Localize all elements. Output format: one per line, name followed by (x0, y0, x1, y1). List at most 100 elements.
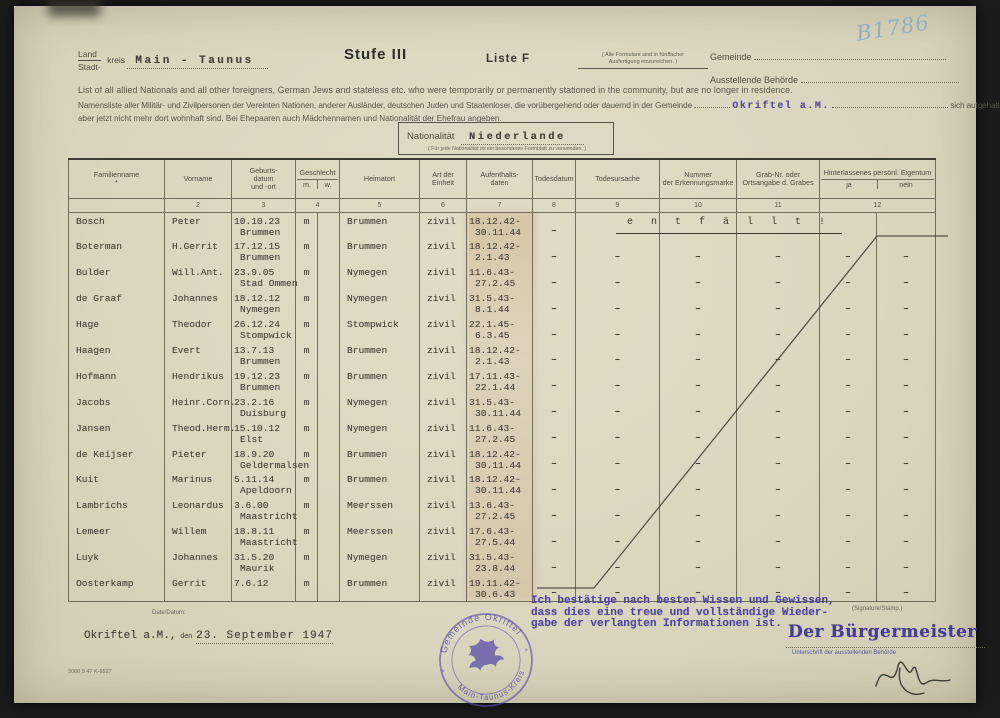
heimatort-cell: Brummen (340, 446, 420, 472)
eigentum-ja-cell: – (820, 523, 877, 550)
place-and-date: Okriftel a.M., den 23. September 1947 (84, 630, 333, 644)
einheit-cell: zivil (420, 368, 467, 395)
entfaellt-note: e n t f ä l l t ! (616, 217, 842, 234)
table-row: Hage Theodor 26.12.24 Stompwick m Stompwi… (68, 316, 936, 343)
erkennungsmarke-cell (660, 213, 737, 239)
geschlecht-m-cell: m (296, 575, 318, 602)
aufenthalt-cell: 31.5.43- 30.11.44 (467, 394, 533, 421)
familienname-cell: de Keijser (68, 446, 165, 472)
eigentum-nein-cell: – (877, 575, 936, 602)
eigentum-nein-cell: – (877, 316, 936, 343)
geburt-cell: 3.6.00 Maastricht (232, 497, 298, 524)
gemeinde-value: Okriftel a.M. (732, 100, 830, 112)
geschlecht-m-cell: m (296, 264, 318, 291)
vorname-cell: Theodor (165, 316, 232, 343)
geburt-cell: 18.9.20 Geldermalsen (232, 446, 309, 472)
grab-cell: – (737, 264, 820, 291)
vorname-cell: Willem (165, 523, 232, 550)
geburt-cell: 5.11.14 Apeldoorn (232, 471, 296, 498)
eigentum-ja-cell: – (820, 394, 877, 421)
behoerde-field: Ausstellende Behörde (710, 73, 959, 85)
todesursache-cell: – (576, 394, 660, 421)
erkennungsmarke-cell: – (660, 523, 737, 550)
copies-note: ( Alle Formulare sind in fünffacher Ausf… (578, 52, 708, 69)
table-row: Hofmann Hendrikus 19.12.23 Brummen m Brum… (68, 368, 936, 395)
geschlecht-m-cell: m (296, 523, 318, 550)
geschlecht-w-cell (318, 471, 340, 498)
heimatort-cell: Brummen (340, 471, 420, 498)
signature-stamp-note: (Signature/Stamp.) (852, 606, 903, 612)
erkennungsmarke-cell: – (660, 264, 737, 291)
erkennungsmarke-cell: – (660, 368, 737, 395)
vorname-cell: Pieter (165, 446, 232, 472)
scan-shadow (48, 0, 100, 16)
table-row: de Keijser Pieter 18.9.20 Geldermalsen m … (68, 446, 936, 472)
todesdatum-cell: – (533, 342, 576, 369)
heimatort-cell: Brummen (340, 575, 420, 602)
todesdatum-cell: – (533, 523, 576, 550)
familienname-cell: Jacobs (68, 394, 165, 421)
date-value: 23. September 1947 (196, 630, 333, 644)
aufenthalt-cell: 17.6.43- 27.5.44 (467, 523, 533, 550)
erkennungsmarke-cell: – (660, 497, 737, 524)
geschlecht-w-cell (318, 420, 340, 447)
eigentum-ja-cell (820, 213, 877, 239)
nationality-label: Nationalität (407, 131, 455, 142)
nationality-box: Nationalität Niederlande ( Für jede Nati… (398, 122, 614, 155)
geburt-cell: 23.2.16 Duisburg (232, 394, 296, 421)
eigentum-nein-cell: – (877, 420, 936, 447)
geschlecht-m-cell: m (296, 213, 318, 239)
stamp-bottom-text: Main-Taunus-Kreis (454, 667, 531, 710)
eigentum-nein-cell: – (877, 394, 936, 421)
table-row: Lambrichs Leonardus 3.6.00 Maastricht m M… (68, 497, 936, 524)
eigentum-ja-cell: – (820, 549, 877, 576)
todesdatum-cell: – (533, 420, 576, 447)
einheit-cell: zivil (420, 342, 467, 369)
eigentum-nein-cell: – (877, 523, 936, 550)
geschlecht-m-cell: m (296, 549, 318, 576)
grab-cell: – (737, 290, 820, 317)
handwritten-signature (875, 661, 951, 695)
einheit-cell: zivil (420, 316, 467, 343)
todesursache-cell: – (576, 290, 660, 317)
buergermeister-stamp-text: Der Bürgermeister (788, 622, 977, 642)
eigentum-nein-cell: – (877, 264, 936, 291)
geburt-cell: 15.10.12 Elst (232, 420, 296, 447)
familienname-cell: Haagen (68, 342, 165, 369)
todesdatum-cell: – (533, 549, 576, 576)
familienname-cell: Bosch (68, 213, 165, 239)
aufenthalt-cell: 18.12.42- 30.11.44 (467, 471, 533, 498)
todesdatum-cell: – (533, 368, 576, 395)
einheit-cell: zivil (420, 471, 467, 498)
aufenthalt-cell: 18.12.42- 2.1.43 (467, 238, 533, 265)
grab-cell: – (737, 316, 820, 343)
heimatort-cell: Stompwick (340, 316, 420, 343)
geburt-cell: 7.6.12 (232, 575, 296, 602)
geschlecht-w-cell (318, 523, 340, 550)
geburt-cell: 18.12.12 Nymegen (232, 290, 296, 317)
todesursache-cell: – (576, 549, 660, 576)
einheit-cell: zivil (420, 446, 467, 472)
einheit-cell: zivil (420, 549, 467, 576)
todesursache-cell: – (576, 342, 660, 369)
eigentum-ja-cell: – (820, 368, 877, 395)
grab-cell: – (737, 549, 820, 576)
land-stadt-label: Land Stadt- (78, 49, 101, 72)
todesdatum-cell: – (533, 213, 576, 239)
gemeinde-field: Gemeinde (710, 50, 947, 62)
blank-line (754, 50, 947, 60)
einheit-cell: zivil (420, 290, 467, 317)
eigentum-nein-cell: – (877, 290, 936, 317)
familienname-cell: Oosterkamp (68, 575, 165, 602)
todesursache-cell: – (576, 264, 660, 291)
geschlecht-m-cell: m (296, 290, 318, 317)
erkennungsmarke-cell: – (660, 316, 737, 343)
einheit-cell: zivil (420, 394, 467, 421)
todesursache-cell: – (576, 420, 660, 447)
erkennungsmarke-cell: – (660, 238, 737, 265)
aufenthalt-cell: 17.11.43- 22.1.44 (467, 368, 533, 395)
grab-cell: – (737, 342, 820, 369)
aufenthalt-cell: 18.12.42- 30.11.44 (467, 446, 533, 472)
vorname-cell: Hendrikus (165, 368, 232, 395)
table-row: de Graaf Johannes 18.12.12 Nymegen m Nyme… (68, 290, 936, 317)
